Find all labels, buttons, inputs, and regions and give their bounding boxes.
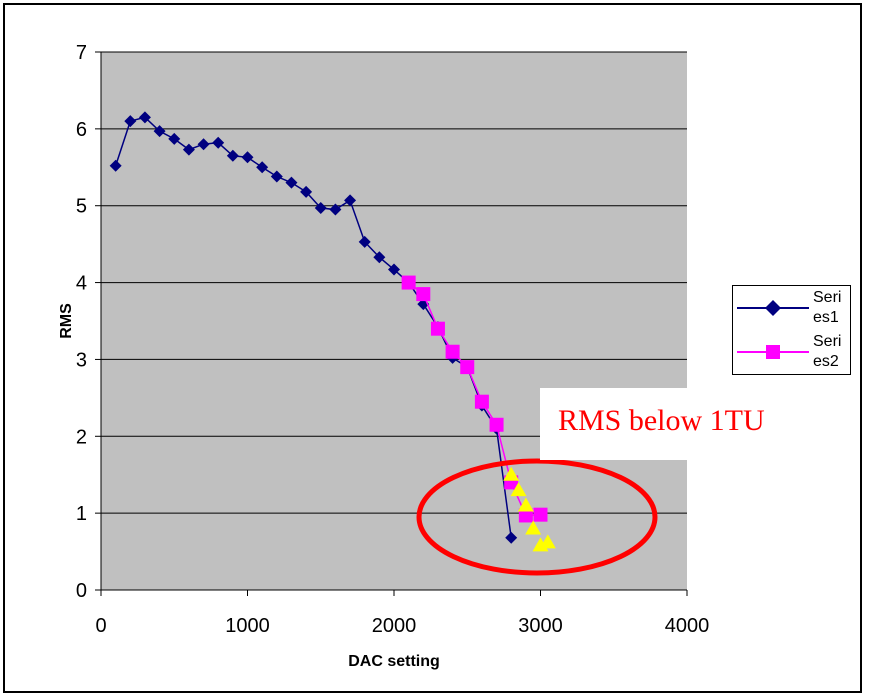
y-tick-label: 6 bbox=[76, 119, 87, 141]
data-point-square bbox=[416, 287, 431, 302]
x-axis-title: DAC setting bbox=[348, 653, 440, 670]
data-point-diamond bbox=[153, 125, 166, 138]
data-point-square bbox=[401, 275, 416, 290]
x-tick-label: 1000 bbox=[225, 615, 270, 637]
gridlines bbox=[101, 51, 687, 514]
data-point-diamond bbox=[270, 170, 283, 183]
x-tick-label: 0 bbox=[95, 615, 106, 637]
y-tick-label: 7 bbox=[76, 42, 87, 64]
legend-item-series2: Seri es2 bbox=[733, 332, 850, 376]
data-point-diamond bbox=[373, 251, 386, 264]
data-point-square bbox=[489, 417, 504, 432]
data-point-diamond bbox=[109, 159, 122, 172]
series-line bbox=[114, 116, 512, 538]
data-point-diamond bbox=[226, 149, 239, 162]
data-point-diamond bbox=[300, 185, 313, 198]
data-point-square bbox=[533, 507, 548, 522]
data-point-triangle bbox=[539, 534, 556, 549]
y-tick-label: 5 bbox=[76, 196, 87, 218]
data-point-triangle bbox=[503, 466, 520, 481]
data-point-square bbox=[430, 321, 445, 336]
data-point-diamond bbox=[505, 531, 518, 544]
legend-label-series1: Seri es1 bbox=[813, 289, 842, 326]
plot-area bbox=[101, 52, 687, 590]
data-point-diamond bbox=[256, 161, 269, 174]
data-point-triangle bbox=[517, 497, 534, 512]
data-point-diamond bbox=[124, 115, 137, 128]
data-point-triangle bbox=[525, 520, 542, 535]
y-tick-label: 4 bbox=[76, 273, 87, 295]
data-point-square bbox=[474, 394, 489, 409]
annotation-ellipse bbox=[416, 458, 658, 576]
x-tick-label: 4000 bbox=[665, 615, 710, 637]
y-tick-label: 1 bbox=[76, 503, 87, 525]
data-point-triangle bbox=[510, 482, 527, 497]
y-tick-label: 2 bbox=[76, 426, 87, 448]
data-point-diamond bbox=[168, 132, 181, 145]
legend: Seri es1 Seri es2 bbox=[732, 285, 851, 375]
data-point-diamond bbox=[197, 138, 210, 151]
x-tick-label: 3000 bbox=[518, 615, 563, 637]
data-point-diamond bbox=[212, 136, 225, 149]
series-2 bbox=[401, 275, 548, 523]
annotation-box bbox=[540, 388, 836, 460]
data-point-diamond bbox=[138, 111, 151, 124]
data-point-diamond bbox=[344, 194, 357, 207]
data-point-square bbox=[445, 344, 460, 359]
legend-label-series2: Seri es2 bbox=[813, 333, 842, 370]
x-tick-label: 2000 bbox=[372, 615, 417, 637]
data-point-square bbox=[518, 508, 533, 523]
data-point-diamond bbox=[314, 202, 327, 215]
data-point-diamond bbox=[388, 263, 400, 276]
legend-swatch-diamond-icon bbox=[737, 300, 809, 316]
tick-labels: 0 1 2 3 4 5 6 7 0 1000 2000 3000 4000 bbox=[76, 42, 709, 637]
y-tick-label: 0 bbox=[76, 580, 87, 602]
y-tick-label: 3 bbox=[76, 349, 87, 371]
data-point-diamond bbox=[329, 203, 342, 216]
data-point-diamond bbox=[182, 143, 195, 156]
data-point-diamond bbox=[358, 235, 371, 248]
y-axis-title: RMS bbox=[58, 303, 75, 339]
data-point-diamond bbox=[285, 176, 298, 189]
legend-swatch-square-icon bbox=[737, 345, 809, 359]
series-line bbox=[408, 281, 541, 517]
data-point-square bbox=[460, 360, 475, 375]
series-3 bbox=[503, 466, 556, 552]
legend-item-series1: Seri es1 bbox=[733, 288, 850, 332]
series-layer bbox=[109, 111, 556, 552]
data-point-diamond bbox=[241, 151, 254, 164]
annotation-text: RMS below 1TU bbox=[558, 404, 765, 437]
